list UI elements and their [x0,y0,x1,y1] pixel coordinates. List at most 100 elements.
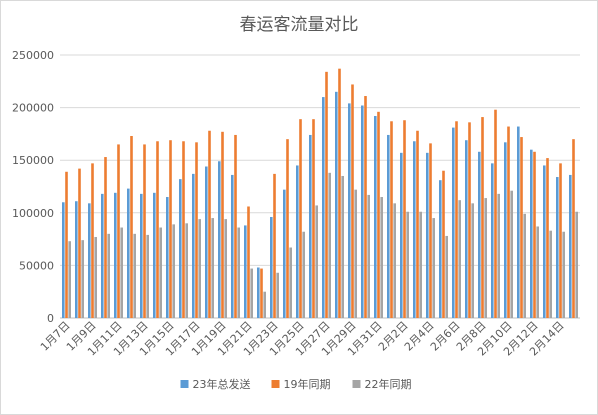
bar-2-2月8日 [481,117,484,319]
bar-2-1月31日 [377,111,380,318]
bar-1-1月7日 [62,202,65,318]
bar-3-1月15日 [172,224,175,318]
bar-1-1月8日 [75,201,78,318]
bar-1-1月10日 [101,193,104,318]
bar-2-1月13日 [143,144,146,318]
legend-label: 23年总发送 [193,377,251,391]
bar-3-2月9日 [497,193,500,318]
x-axis: 1月7日1月9日1月11日1月13日1月15日1月17日1月19日1月21日1月… [38,319,567,359]
bar-2-1月11日 [117,144,120,318]
bar-3-1月10日 [107,233,110,318]
y-tick-label: 200000 [12,102,54,115]
bar-1-2月7日 [465,140,468,318]
bar-1-2月15日 [569,174,572,318]
y-tick-label: 0 [47,312,54,325]
bar-1-1月11日 [114,192,117,318]
bar-3-2月2日 [406,211,409,318]
legend-swatch [352,380,361,388]
bar-2-1月8日 [78,168,81,318]
bar-2-2月2日 [403,120,406,318]
bar-2-1月18日 [208,130,211,318]
bar-1-1月26日 [309,134,312,318]
bar-2-1月9日 [91,163,94,318]
bar-3-2月12日 [536,226,539,318]
bar-3-1月7日 [68,241,71,318]
legend-swatch [271,380,280,388]
bar-2-1月29日 [351,84,354,319]
bar-1-2月5日 [439,180,442,318]
bar-1-2月12日 [530,149,533,318]
bar-3-2月11日 [523,213,526,318]
bar-3-2月10日 [510,190,513,318]
bar-3-2月7日 [471,203,474,318]
bar-2-1月25日 [299,119,302,318]
bar-2-1月12日 [130,136,133,318]
bar-2-2月1日 [390,121,393,318]
bar-3-2月8日 [484,198,487,318]
bar-2-1月26日 [312,119,315,318]
bar-1-2月11日 [517,126,520,318]
bar-2-1月22日 [260,268,263,318]
bar-3-1月17日 [198,219,201,318]
bar-2-2月4日 [429,143,432,318]
bar-3-1月28日 [341,175,344,318]
bar-1-1月28日 [335,91,338,318]
bar-3-2月1日 [393,203,396,318]
bar-2-2月7日 [468,122,471,318]
bar-3-1月30日 [367,194,370,318]
bars [62,68,578,319]
bar-1-1月29日 [348,103,351,318]
bar-3-1月18日 [211,218,214,318]
chart-title: 春运客流量对比 [240,15,359,35]
legend: 23年总发送 19年同期 22年同期 [180,377,412,391]
series-2 [65,68,575,319]
bar-3-1月31日 [380,197,383,318]
bar-2-1月7日 [65,171,68,318]
bar-1-1月25日 [296,165,299,318]
bar-1-1月31日 [374,116,377,319]
legend-item-3: 22年同期 [352,377,412,391]
bar-2-1月10日 [104,157,107,318]
bar-2-1月27日 [325,71,328,318]
bar-2-2月13日 [546,158,549,318]
bar-1-2月2日 [400,152,403,318]
legend-item-2: 19年同期 [271,377,331,391]
bar-1-1月17日 [192,173,195,318]
bar-2-1月19日 [221,131,224,318]
bar-2-2月3日 [416,130,419,318]
bar-3-1月23日 [276,272,279,318]
bar-1-1月16日 [179,179,182,318]
series-3 [68,172,578,318]
legend-item-1: 23年总发送 [180,377,251,391]
bar-2-1月15日 [169,140,172,318]
bar-1-1月20日 [231,174,234,318]
bar-3-1月13日 [146,234,149,318]
bar-1-1月22日 [257,267,260,318]
series-1 [62,91,572,319]
bar-3-1月20日 [237,227,240,318]
y-tick-label: 50000 [19,259,54,272]
bar-2-1月14日 [156,141,159,318]
bar-2-1月17日 [195,142,198,318]
bar-2-1月21日 [247,206,250,318]
bar-2-1月20日 [234,134,237,318]
bar-1-1月30日 [361,105,364,318]
bar-3-2月5日 [445,235,448,318]
bar-3-1月22日 [263,291,266,318]
y-axis: 0 50000 100000 150000 200000 250000 [12,49,54,325]
bar-3-1月14日 [159,227,162,318]
y-tick-label: 150000 [12,154,54,167]
bar-1-1月12日 [127,188,130,318]
bar-1-2月6日 [452,127,455,318]
bar-1-2月3日 [413,141,416,318]
bar-2-2月9日 [494,109,497,318]
bar-2-1月28日 [338,68,341,319]
bar-3-1月25日 [302,231,305,318]
bar-3-2月13日 [549,230,552,318]
bar-2-1月24日 [286,139,289,318]
bar-1-2月4日 [426,152,429,318]
legend-swatch [180,380,189,388]
bar-3-1月26日 [315,205,318,318]
bar-1-1月24日 [283,189,286,318]
bar-3-1月27日 [328,172,331,318]
